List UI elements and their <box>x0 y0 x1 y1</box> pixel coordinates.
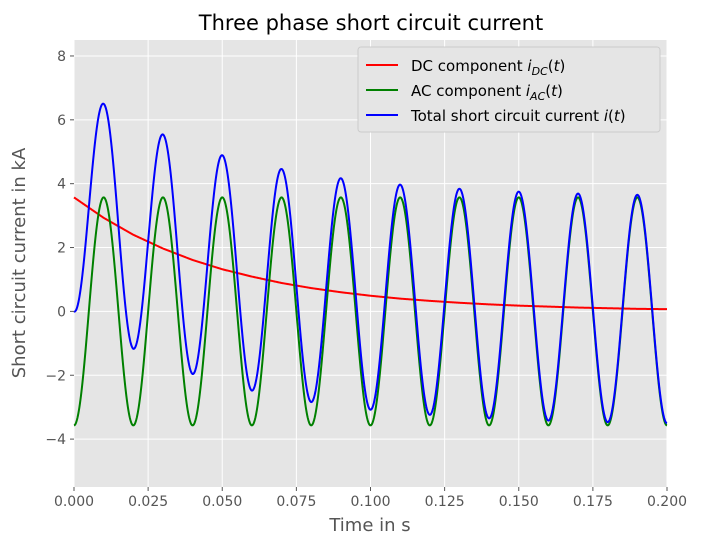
series-total-current-line <box>73 102 668 425</box>
x-tick-label: 0.200 <box>647 494 687 510</box>
y-tick-label: 6 <box>57 113 66 129</box>
y-axis-label: Short circuit current in kA <box>9 147 30 378</box>
legend-entry: Total short circuit current i(t) <box>410 107 626 125</box>
y-tick-label: −4 <box>45 432 66 448</box>
series-lines <box>73 102 668 427</box>
legend-entry: AC component iAC(t) <box>411 82 563 103</box>
y-ticks: −4 −2 0 2 4 6 8 <box>45 49 74 448</box>
x-tick-label: 0.075 <box>276 494 316 510</box>
y-tick-label: 0 <box>57 304 66 320</box>
x-tick-label: 0.100 <box>350 494 390 510</box>
chart-title: Three phase short circuit current <box>198 11 543 35</box>
y-tick-label: 2 <box>57 241 66 257</box>
y-tick-label: 8 <box>57 49 66 65</box>
legend-entry-name: AC component <box>411 82 526 100</box>
legend-entry-subscript: DC <box>532 65 548 78</box>
x-ticks: 0.000 0.025 0.050 0.075 0.100 0.125 0.150 0.175… <box>54 487 687 510</box>
legend: DC component iDC(t) AC component iAC(t) To… <box>357 46 661 133</box>
x-tick-label: 0.150 <box>499 494 539 510</box>
legend-box <box>357 46 661 133</box>
x-axis-label: Time in s <box>328 515 410 536</box>
x-tick-label: 0.050 <box>202 494 242 510</box>
y-tick-label: −2 <box>45 368 66 384</box>
x-tick-label: 0.000 <box>54 494 94 510</box>
legend-entry-name: DC component <box>411 57 527 75</box>
legend-entry: DC component iDC(t) <box>411 57 565 78</box>
legend-entry-name: Total short circuit current <box>410 107 604 125</box>
x-tick-label: 0.025 <box>128 494 168 510</box>
x-tick-label: 0.125 <box>425 494 465 510</box>
y-tick-label: 4 <box>57 177 66 193</box>
legend-entry-subscript: AC <box>529 90 546 103</box>
x-tick-label: 0.175 <box>573 494 613 510</box>
